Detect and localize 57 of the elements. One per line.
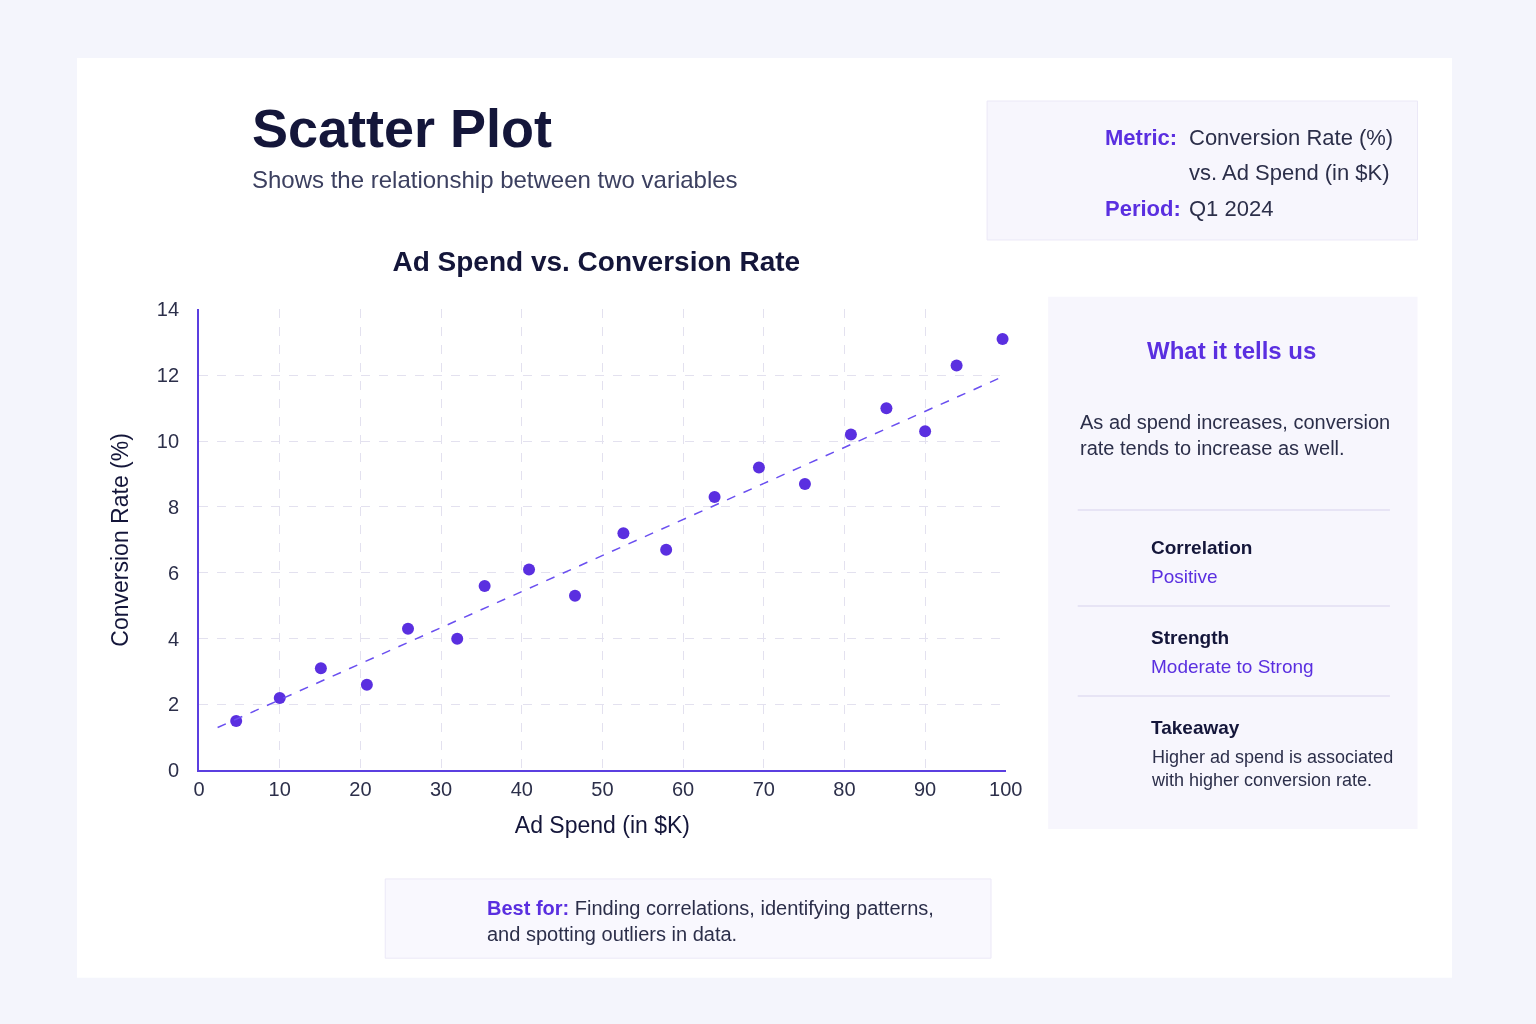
x-tick-label: 90 xyxy=(914,778,937,801)
y-tick-label: 0 xyxy=(167,759,180,782)
text: Shows the relationship between two variables xyxy=(252,166,738,193)
y-tick-label: 2 xyxy=(167,693,180,716)
text: Best for: xyxy=(487,897,570,919)
point xyxy=(617,527,630,540)
text: Strength xyxy=(1151,627,1230,648)
y-tick-label: 6 xyxy=(167,561,180,584)
point xyxy=(752,461,765,474)
x-tick-label: 80 xyxy=(833,778,856,801)
text: Period: xyxy=(1105,196,1181,221)
text: Q1 2024 xyxy=(1189,196,1274,221)
point xyxy=(880,402,893,415)
point xyxy=(708,491,721,504)
x-tick-label: 50 xyxy=(591,778,614,801)
x-tick-label: 20 xyxy=(349,778,372,801)
y-axis-title: Conversion Rate (%) xyxy=(106,433,133,647)
text: Correlation xyxy=(1151,537,1253,558)
point xyxy=(314,662,327,675)
x-tick-label: 10 xyxy=(268,778,291,801)
y-tick-label: 4 xyxy=(167,627,180,650)
point xyxy=(660,543,673,556)
text: Higher ad spend is associated with higher conversion rate. xyxy=(1151,747,1394,791)
x-tick-label: 0 xyxy=(193,778,205,801)
point xyxy=(523,563,536,576)
x-axis-title: Ad Spend (in $K) xyxy=(514,812,691,839)
y-tick-label: 12 xyxy=(156,364,180,387)
text: Conversion Rate (%) xyxy=(1189,125,1394,150)
text: Metric: xyxy=(1105,125,1178,150)
point xyxy=(950,359,963,372)
point xyxy=(402,622,415,635)
y-tick-label: 10 xyxy=(156,430,180,453)
x-tick-label: 60 xyxy=(671,778,695,801)
x-tick-label: 30 xyxy=(429,778,453,801)
x-tick-label: 70 xyxy=(752,778,775,801)
text: vs. Ad Spend (in $K) xyxy=(1189,160,1390,185)
text: Takeaway xyxy=(1151,717,1240,738)
point xyxy=(996,333,1009,346)
x-tick-label: 100 xyxy=(989,778,1023,801)
x-tick-label: 40 xyxy=(510,778,533,801)
point xyxy=(478,579,491,592)
text: As ad spend increases, conversion rate tends to increase as well. xyxy=(1080,411,1391,459)
point xyxy=(919,425,932,438)
point xyxy=(360,678,373,691)
y-tick-label: 14 xyxy=(156,298,180,321)
text: Positive xyxy=(1151,566,1218,587)
point xyxy=(230,714,243,727)
chart-title: Ad Spend vs. Conversion Rate xyxy=(392,245,801,277)
y-tick-label: 8 xyxy=(167,495,180,518)
text: Scatter Plot xyxy=(252,98,553,158)
text: What it tells us xyxy=(1147,337,1317,364)
text: Moderate to Strong xyxy=(1151,656,1314,677)
point xyxy=(798,477,811,490)
point xyxy=(844,428,857,441)
point xyxy=(451,632,464,645)
point xyxy=(273,691,286,704)
point xyxy=(569,589,582,602)
